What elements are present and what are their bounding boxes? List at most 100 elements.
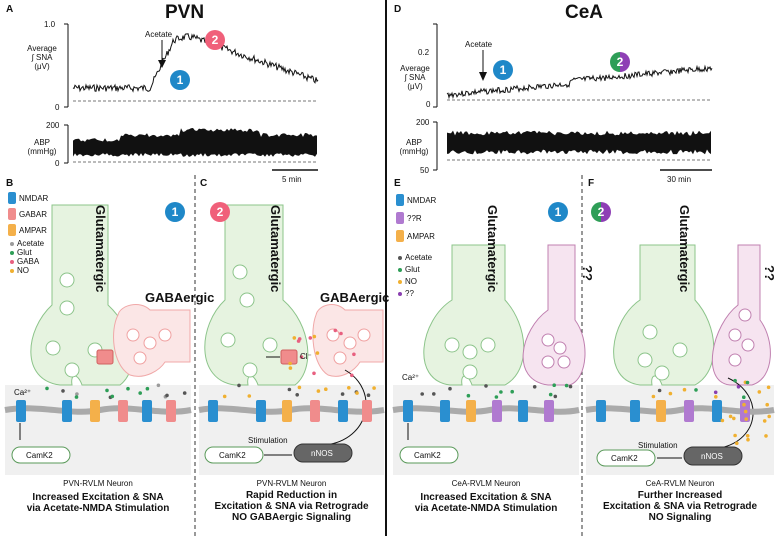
dot: [765, 402, 769, 407]
sna-axis-label-A: Average ∫ SNA (μV): [27, 44, 57, 71]
label-unknown-E: ??: [580, 265, 595, 281]
acetate-label-D: Acetate: [465, 40, 493, 49]
dot: [720, 418, 725, 423]
dot: [237, 383, 241, 388]
legend-E-ampar: AMPAR: [396, 230, 435, 242]
dot: [350, 373, 354, 378]
dot: [762, 419, 767, 423]
badge-B-1: 1: [165, 202, 185, 222]
dot: [315, 351, 320, 355]
dot: [728, 414, 733, 419]
dot: [339, 331, 343, 336]
label-unknown-F: ??: [762, 265, 777, 281]
sna-tick-bottom-A: 0: [55, 103, 60, 112]
dot: [764, 434, 768, 438]
dot: [499, 390, 503, 394]
dot: [432, 392, 436, 396]
dot: [288, 366, 293, 370]
label-gaba-C: GABAergic: [320, 290, 390, 305]
neurotransmitter-dots: [45, 328, 771, 446]
trace-D-sna: [433, 23, 713, 108]
sna-tick-top-A: 1.0: [44, 20, 56, 29]
dot: [247, 394, 252, 398]
sna-trace-A: [72, 33, 319, 93]
scale-label-D: 30 min: [667, 175, 692, 184]
dot: [668, 391, 673, 396]
dot: [324, 387, 328, 392]
dot: [743, 409, 748, 414]
legend-E-unknown-receptor: ??R: [396, 212, 422, 224]
dot: [316, 389, 321, 393]
caption-F-neuron: CeA-RVLM Neuron: [645, 479, 715, 488]
legend-E-nmdar: NMDAR: [396, 194, 436, 206]
label-glut-B: Glutamatergic: [93, 205, 108, 293]
legend-B-ampar: AMPAR: [8, 224, 47, 236]
dot: [510, 389, 514, 394]
membrane-E: [392, 400, 580, 464]
caption-B-neuron: PVN-RVLM Neuron: [63, 479, 133, 488]
dot: [145, 386, 150, 391]
dot: [553, 394, 558, 399]
camk2-C: CamK2: [219, 451, 246, 460]
dot: [105, 388, 109, 393]
dot: [733, 378, 737, 383]
legend-B-glut: Glut: [10, 248, 32, 257]
dot: [736, 385, 741, 389]
panel-label-C: C: [200, 178, 208, 189]
panel-label-A: A: [6, 4, 14, 15]
ca-label-B: Ca²⁺: [14, 388, 32, 397]
nnos-C: nNOS: [311, 449, 333, 458]
dot: [156, 383, 161, 388]
panel-label-D: D: [394, 4, 402, 15]
dot: [733, 433, 737, 438]
dot: [295, 393, 300, 397]
stimulation-F: Stimulation: [638, 441, 678, 450]
panel-label-B: B: [6, 178, 14, 189]
dot: [742, 402, 746, 407]
dot: [484, 384, 488, 388]
dot: [568, 384, 573, 389]
legend-B-no: NO: [10, 266, 29, 275]
neuron-F-glut: [613, 244, 715, 386]
camk2-B: CamK2: [26, 451, 53, 460]
dot: [713, 390, 718, 395]
neuron-B-gaba: [96, 304, 191, 377]
legend-E-acetate: Acetate: [398, 253, 432, 262]
membrane-C: [198, 400, 385, 464]
panel-label-F: F: [588, 178, 595, 189]
dot: [165, 393, 169, 398]
dot: [757, 390, 762, 394]
dot: [312, 334, 317, 339]
camk2-E: CamK2: [414, 451, 441, 460]
dot: [297, 385, 302, 390]
dot: [110, 394, 115, 399]
neuron-F-unknown: [711, 244, 771, 449]
trace-A-sna: [64, 23, 319, 108]
dot: [745, 380, 750, 385]
title-right: CeA: [565, 2, 604, 23]
dot: [448, 386, 452, 391]
dot: [552, 383, 556, 388]
legend-E-no: NO: [398, 277, 417, 286]
acetate-label-A: Acetate: [145, 30, 173, 39]
sna-axis-label-D: Average ∫ SNA (μV): [400, 64, 430, 91]
dot: [694, 388, 698, 392]
label-glut-E: Glutamatergic: [485, 205, 500, 293]
dot: [299, 355, 304, 359]
dot: [138, 391, 142, 395]
abp-tick-top-D: 200: [416, 118, 430, 127]
abp-tick-bottom-A: 0: [55, 159, 60, 168]
badge-C-2: 2: [210, 202, 230, 222]
caption-B-text: Increased Excitation & SNA via Acetate-N…: [26, 492, 170, 514]
legend-E-glut: Glut: [398, 265, 420, 274]
cl-label-C: Cl⁻: [300, 352, 312, 361]
dot: [45, 386, 49, 391]
abp-axis-label-A: ABP (mmHg): [27, 138, 57, 156]
badge-D-1: 1: [493, 60, 513, 80]
abp-trace-A: [73, 128, 317, 157]
dot: [651, 394, 656, 399]
dot: [372, 386, 376, 390]
dot: [766, 385, 771, 390]
dot: [714, 395, 718, 399]
dot: [420, 392, 425, 396]
